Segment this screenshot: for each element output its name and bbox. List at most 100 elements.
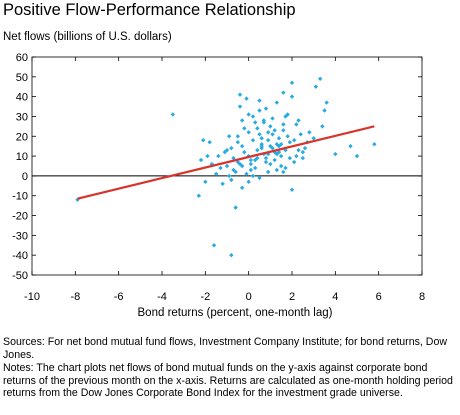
scatter-point bbox=[252, 120, 258, 125]
scatter-point bbox=[291, 138, 297, 143]
scatter-point bbox=[372, 142, 377, 147]
scatter-point bbox=[263, 155, 269, 161]
scatter-point bbox=[231, 155, 236, 161]
scatter-point bbox=[265, 130, 271, 135]
scatter-point bbox=[281, 128, 286, 133]
scatter-point bbox=[242, 126, 247, 131]
y-tick-label: 10 bbox=[16, 151, 28, 163]
scatter-point bbox=[272, 157, 277, 163]
scatter-point bbox=[307, 130, 312, 135]
scatter-point bbox=[239, 163, 245, 169]
scatter-point bbox=[235, 140, 241, 145]
scatter-point bbox=[248, 161, 254, 167]
scatter-point bbox=[200, 138, 206, 143]
scatter-point bbox=[226, 134, 232, 139]
scatter-point bbox=[213, 171, 219, 177]
scatter-point bbox=[255, 147, 260, 153]
scatter-point bbox=[250, 173, 256, 179]
x-tick-label: 2 bbox=[289, 291, 295, 303]
scatter-point bbox=[244, 96, 249, 101]
x-tick-label: 4 bbox=[332, 291, 338, 303]
x-tick-label: 8 bbox=[419, 291, 425, 303]
scatter-point bbox=[261, 118, 267, 123]
scatter-point bbox=[239, 185, 245, 190]
x-tick-label: -4 bbox=[157, 291, 167, 303]
scatter-point bbox=[226, 173, 232, 179]
scatter-point bbox=[246, 179, 251, 185]
scatter-point bbox=[218, 165, 223, 171]
scatter-point bbox=[248, 157, 254, 163]
y-tick-label: 30 bbox=[16, 111, 28, 123]
scatter-point bbox=[268, 124, 273, 129]
scatter-point bbox=[216, 153, 221, 159]
scatter-point bbox=[244, 171, 249, 177]
scatter-point bbox=[289, 187, 295, 192]
scatter-point bbox=[207, 140, 212, 145]
scatter-point bbox=[170, 112, 176, 117]
x-tick-label: 6 bbox=[376, 291, 382, 303]
y-tick-label: 40 bbox=[16, 92, 28, 104]
scatter-point bbox=[296, 118, 301, 123]
y-tick-label: 0 bbox=[22, 171, 28, 183]
scatter-point bbox=[224, 147, 230, 153]
scatter-point bbox=[246, 130, 251, 135]
scatter-point bbox=[265, 138, 271, 143]
scatter-point bbox=[265, 169, 271, 175]
scatter-point bbox=[259, 136, 264, 141]
scatter-point bbox=[278, 142, 284, 147]
scatter-point bbox=[289, 80, 295, 85]
scatter-point bbox=[257, 132, 262, 137]
scatter-point bbox=[203, 179, 208, 185]
scatter-point bbox=[296, 147, 301, 153]
scatter-point bbox=[289, 94, 295, 99]
scatter-point bbox=[270, 145, 275, 151]
scatter-point bbox=[252, 165, 258, 171]
y-tick-label: -40 bbox=[12, 250, 28, 262]
scatter-point bbox=[268, 143, 273, 149]
scatter-point bbox=[250, 114, 256, 119]
y-tick-label: -50 bbox=[12, 270, 28, 282]
x-tick-label: 0 bbox=[246, 291, 252, 303]
y-tick-label: 60 bbox=[16, 52, 28, 64]
scatter-point bbox=[237, 92, 243, 97]
trend-line bbox=[77, 125, 375, 200]
scatter-point bbox=[324, 100, 329, 105]
scatter-point bbox=[242, 149, 247, 155]
scatter-point bbox=[229, 177, 234, 183]
scatter-point bbox=[276, 136, 282, 141]
plot-frame bbox=[31, 56, 423, 276]
scatter-point bbox=[291, 159, 297, 165]
x-tick-label: -6 bbox=[114, 291, 124, 303]
scatter-point bbox=[300, 149, 306, 155]
scatter-point bbox=[263, 106, 269, 111]
scatter-point bbox=[263, 159, 269, 165]
scatter-point bbox=[198, 157, 204, 163]
scatter-point bbox=[229, 145, 234, 151]
scatter-point bbox=[278, 163, 284, 169]
scatter-point bbox=[294, 122, 299, 127]
scatter-point bbox=[322, 108, 327, 113]
scatter-point bbox=[239, 118, 245, 123]
scatter-point bbox=[233, 169, 238, 175]
scatter-point bbox=[317, 76, 323, 81]
scatter-point bbox=[270, 116, 275, 121]
scatter-point bbox=[320, 124, 325, 129]
scatter-point bbox=[274, 100, 280, 105]
scatter-point bbox=[298, 132, 303, 137]
scatter-point bbox=[274, 142, 280, 147]
scatter-point bbox=[287, 140, 293, 145]
x-tick-label: -8 bbox=[70, 291, 80, 303]
scatter-point bbox=[205, 153, 210, 159]
scatter-point bbox=[281, 169, 286, 175]
scatter-point bbox=[300, 155, 306, 161]
scatter-point bbox=[255, 126, 260, 131]
scatter-point bbox=[246, 112, 251, 117]
scatter-point bbox=[239, 143, 245, 149]
scatter-point bbox=[354, 153, 360, 159]
scatter-point bbox=[257, 175, 262, 181]
scatter-point bbox=[248, 167, 254, 173]
scatter-point bbox=[287, 155, 293, 161]
scatter-point bbox=[274, 151, 280, 157]
scatter-point bbox=[252, 157, 258, 163]
